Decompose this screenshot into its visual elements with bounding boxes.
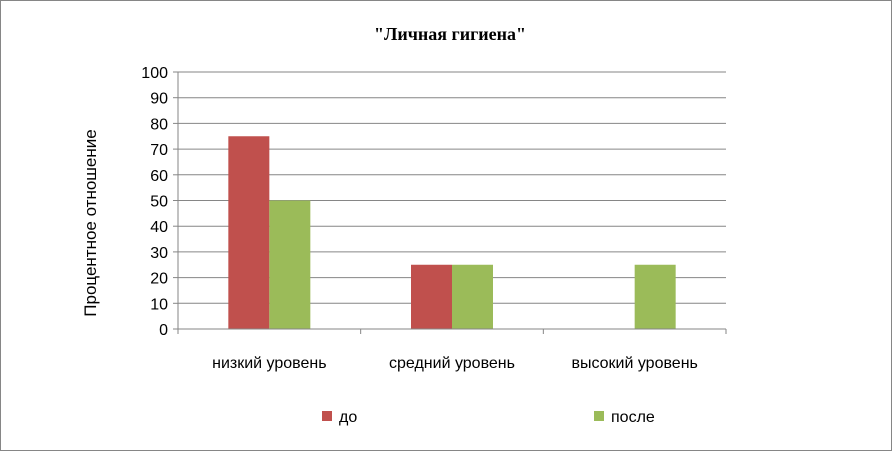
y-tick-label: 30 (150, 245, 168, 262)
bar-posle-1 (452, 264, 493, 329)
y-tick-label: 0 (159, 322, 168, 339)
legend-swatch (594, 411, 604, 421)
x-category-label: низкий уровень (212, 355, 326, 372)
x-category-label: средний уровень (389, 355, 515, 372)
bar-do-1 (411, 264, 452, 329)
y-tick-label: 60 (150, 168, 168, 185)
x-axis-categories: низкий уровень средний уровень высокий уро… (212, 355, 698, 372)
bar-do-0 (228, 136, 270, 329)
x-category-label: высокий уровень (571, 355, 697, 372)
y-tick-label: 10 (150, 296, 168, 313)
bar-posle-2 (634, 264, 676, 329)
legend: до после (322, 409, 655, 426)
y-tick-label: 50 (150, 194, 168, 211)
y-tick-label: 100 (141, 65, 168, 82)
legend-label: до (339, 409, 357, 426)
y-tick-label: 80 (150, 116, 168, 133)
axes (177, 72, 727, 334)
legend-label: после (611, 409, 655, 426)
y-tick-label: 70 (150, 142, 168, 159)
y-tick-label: 20 (150, 271, 168, 288)
y-tick-label: 90 (150, 91, 168, 108)
legend-swatch (322, 411, 332, 421)
y-tick-label: 40 (150, 219, 168, 236)
bar-posle-0 (269, 200, 311, 329)
chart-title: "Личная гигиена" (374, 24, 526, 44)
bars (228, 136, 676, 329)
y-axis-label: Процентное отношение (81, 129, 100, 316)
y-axis-ticks: 0 10 20 30 40 50 60 70 80 90 100 (141, 65, 178, 339)
